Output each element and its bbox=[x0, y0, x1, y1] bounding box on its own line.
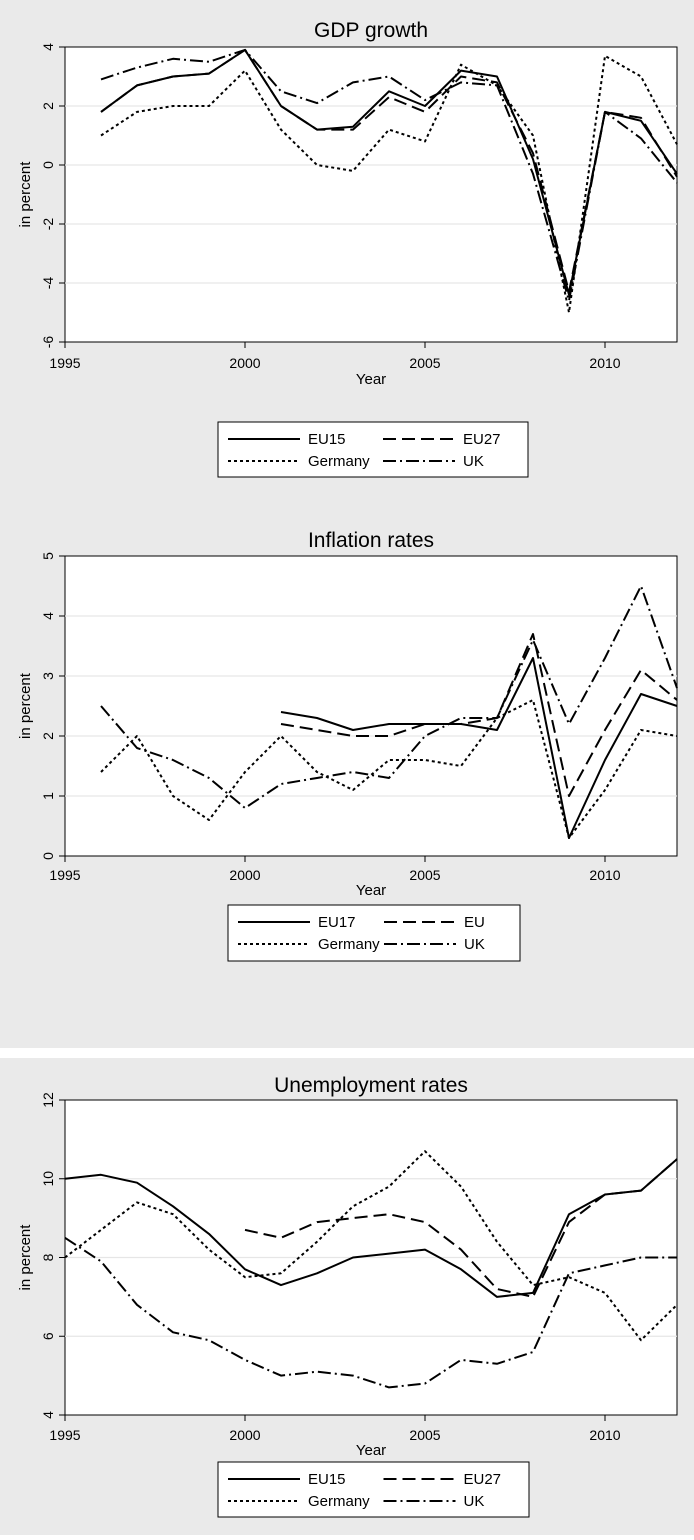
legend-label: EU27 bbox=[464, 1471, 502, 1488]
series-line-eu bbox=[280, 633, 678, 797]
legend-label: EU bbox=[464, 914, 485, 931]
y-tick-label: 0 bbox=[40, 852, 56, 860]
y-tick-label: 6 bbox=[40, 1332, 56, 1340]
x-tick-label: 2010 bbox=[589, 867, 620, 883]
x-axis-label: Year bbox=[356, 1442, 386, 1459]
y-axis-label: in percent bbox=[17, 161, 34, 228]
y-tick-label: 4 bbox=[40, 612, 56, 620]
y-tick-label: -6 bbox=[40, 336, 56, 349]
x-tick-label: 1995 bbox=[49, 355, 80, 371]
legend-label: EU15 bbox=[308, 431, 346, 448]
y-tick-label: 5 bbox=[40, 552, 56, 560]
y-tick-label: -2 bbox=[40, 218, 56, 231]
legend-box bbox=[227, 904, 521, 962]
chart-title: Unemployment rates bbox=[274, 1074, 468, 1097]
series-line-germany bbox=[100, 54, 678, 314]
y-tick-label: 8 bbox=[40, 1253, 56, 1261]
legend-label: EU17 bbox=[318, 914, 356, 931]
y-tick-label: 3 bbox=[40, 672, 56, 680]
y-tick-label: 0 bbox=[40, 161, 56, 169]
unemployment-chart-panel: Unemployment rates 4 6 8 10 12 1995 2000 2005 201… bbox=[0, 1058, 694, 1535]
legend-label: Germany bbox=[308, 453, 370, 470]
legend-box bbox=[217, 1461, 530, 1518]
x-tick-label: 2000 bbox=[229, 867, 260, 883]
y-tick-label: 2 bbox=[40, 732, 56, 740]
x-tick-label: 2005 bbox=[409, 1427, 440, 1443]
series-line-eu15 bbox=[64, 1158, 678, 1298]
x-tick-label: 2000 bbox=[229, 355, 260, 371]
y-tick-label: 4 bbox=[40, 43, 56, 51]
x-tick-label: 2005 bbox=[409, 355, 440, 371]
chart-title: Inflation rates bbox=[308, 529, 434, 552]
series-line-eu27 bbox=[244, 1158, 678, 1298]
x-axis-label: Year bbox=[356, 371, 386, 388]
x-tick-label: 2010 bbox=[589, 1427, 620, 1443]
y-axis-label: in percent bbox=[17, 672, 34, 739]
x-tick-label: 2005 bbox=[409, 867, 440, 883]
y-axis-label: in percent bbox=[17, 1224, 34, 1291]
y-tick-label: -4 bbox=[40, 277, 56, 290]
legend-label: UK bbox=[464, 936, 485, 953]
x-tick-label: 1995 bbox=[49, 867, 80, 883]
plot-area bbox=[64, 555, 678, 857]
legend-label: UK bbox=[464, 1493, 485, 1510]
legend-label: EU27 bbox=[463, 431, 501, 448]
x-tick-label: 1995 bbox=[49, 1427, 80, 1443]
inflation-chart-panel: Inflation rates 0 1 2 3 4 5 1995 2000 2005 2010 Yea… bbox=[0, 525, 694, 1048]
y-tick-label: 1 bbox=[40, 792, 56, 800]
y-tick-label: 10 bbox=[40, 1171, 56, 1187]
gdp-growth-chart: GDP growth -6 -4 -2 0 2 4 1995 2000 2005 2010 Year i… bbox=[17, 19, 678, 478]
series-line-uk bbox=[64, 1236, 677, 1389]
legend-label: Germany bbox=[308, 1493, 370, 1510]
plot-area bbox=[64, 46, 678, 343]
series-line-eu17 bbox=[280, 657, 678, 839]
y-tick-label: 4 bbox=[40, 1411, 56, 1419]
series-line-germany bbox=[64, 1150, 678, 1342]
chart-title: GDP growth bbox=[314, 19, 428, 42]
inflation-rates-chart: Inflation rates 0 1 2 3 4 5 1995 2000 2005 2010 Yea… bbox=[17, 529, 678, 962]
legend-box bbox=[217, 421, 529, 478]
y-tick-label: 12 bbox=[40, 1092, 56, 1108]
legend-label: UK bbox=[463, 453, 484, 470]
gdp-chart-panel: GDP growth -6 -4 -2 0 2 4 1995 2000 2005 2010 Year i… bbox=[0, 0, 694, 525]
y-tick-label: 2 bbox=[40, 102, 56, 110]
series-line-uk bbox=[100, 48, 678, 302]
x-axis-label: Year bbox=[356, 882, 386, 899]
legend-label: EU15 bbox=[308, 1471, 346, 1488]
x-tick-label: 2000 bbox=[229, 1427, 260, 1443]
x-tick-label: 2010 bbox=[589, 355, 620, 371]
unemployment-rates-chart: Unemployment rates 4 6 8 10 12 1995 2000 2005 201… bbox=[17, 1074, 678, 1518]
legend-label: Germany bbox=[318, 936, 380, 953]
series-line-uk bbox=[100, 585, 678, 809]
